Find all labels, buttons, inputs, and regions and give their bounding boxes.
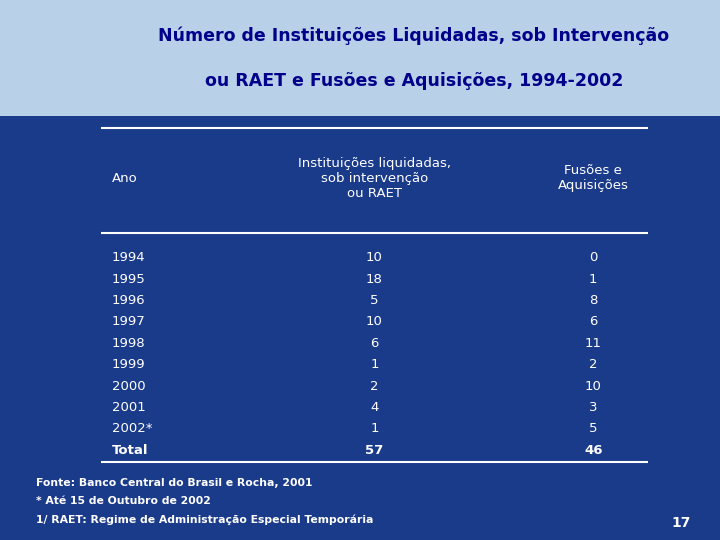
Text: 46: 46 (584, 444, 603, 457)
Text: 1: 1 (370, 358, 379, 371)
Text: 3: 3 (589, 401, 598, 414)
Text: Ano: Ano (112, 172, 138, 185)
Text: Instituições liquidadas,
sob intervenção
ou RAET: Instituições liquidadas, sob intervenção… (298, 157, 451, 200)
Text: 1996: 1996 (112, 294, 145, 307)
Text: 2: 2 (370, 380, 379, 393)
Text: 1999: 1999 (112, 358, 145, 371)
Text: 18: 18 (366, 273, 383, 286)
Text: 5: 5 (589, 422, 598, 435)
Text: 8: 8 (589, 294, 598, 307)
Text: 6: 6 (589, 315, 598, 328)
Text: 10: 10 (585, 380, 602, 393)
Text: 0: 0 (589, 251, 598, 264)
Text: 17: 17 (672, 516, 691, 530)
Text: 2001: 2001 (112, 401, 145, 414)
Text: 1994: 1994 (112, 251, 145, 264)
Text: Total: Total (112, 444, 148, 457)
Text: 1: 1 (370, 422, 379, 435)
Text: 2000: 2000 (112, 380, 145, 393)
Text: 57: 57 (365, 444, 384, 457)
Text: 10: 10 (366, 251, 383, 264)
Text: 1997: 1997 (112, 315, 145, 328)
Text: 2002*: 2002* (112, 422, 152, 435)
Text: 11: 11 (585, 337, 602, 350)
Text: ou RAET e Fusões e Aquisições, 1994-2002: ou RAET e Fusões e Aquisições, 1994-2002 (204, 72, 624, 90)
Text: 4: 4 (370, 401, 379, 414)
Circle shape (28, 27, 86, 89)
Text: 1: 1 (589, 273, 598, 286)
Polygon shape (14, 17, 101, 99)
Text: Número de Instituições Liquidadas, sob Intervenção: Número de Instituições Liquidadas, sob I… (158, 26, 670, 45)
Text: 10: 10 (366, 315, 383, 328)
Text: 2: 2 (589, 358, 598, 371)
Text: 1998: 1998 (112, 337, 145, 350)
Text: * Até 15 de Outubro de 2002: * Até 15 de Outubro de 2002 (36, 496, 211, 507)
Text: 6: 6 (370, 337, 379, 350)
Text: Fonte: Banco Central do Brasil e Rocha, 2001: Fonte: Banco Central do Brasil e Rocha, … (36, 478, 312, 488)
Text: 1/ RAET: Regime de Administração Especial Temporária: 1/ RAET: Regime de Administração Especia… (36, 515, 374, 525)
Text: 5: 5 (370, 294, 379, 307)
Text: Fusões e
Aquisições: Fusões e Aquisições (558, 165, 629, 192)
Text: 1995: 1995 (112, 273, 145, 286)
